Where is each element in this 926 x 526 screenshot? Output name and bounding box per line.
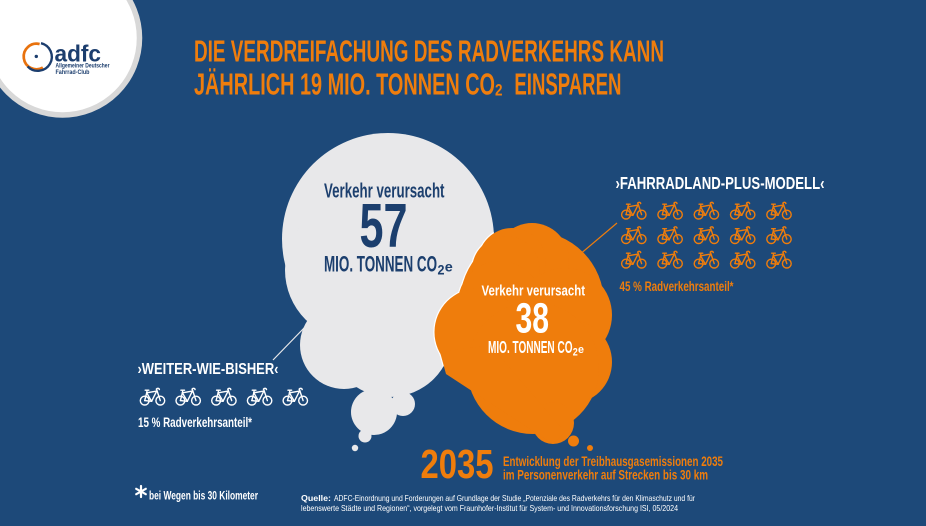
svg-text:2: 2 xyxy=(438,262,445,278)
svg-text:38: 38 xyxy=(516,295,550,343)
svg-text:ADFC-Einordnung und Forderunge: ADFC-Einordnung und Forderungen auf Grun… xyxy=(334,493,695,503)
svg-text:Quelle:: Quelle: xyxy=(301,493,331,503)
svg-text:MIO. TONNEN CO: MIO. TONNEN CO xyxy=(488,337,573,357)
svg-text:bei Wegen bis 30 Kilometer: bei Wegen bis 30 Kilometer xyxy=(149,491,258,503)
svg-text:15 % Radverkehrsanteil*: 15 % Radverkehrsanteil* xyxy=(138,415,253,430)
svg-text:2: 2 xyxy=(573,347,578,359)
svg-text:adfc: adfc xyxy=(55,41,102,67)
svg-text:EINSPAREN: EINSPAREN xyxy=(514,67,621,102)
svg-text:2: 2 xyxy=(495,81,503,100)
svg-text:›FAHRRADLAND-PLUS-MODELL‹: ›FAHRRADLAND-PLUS-MODELL‹ xyxy=(616,173,825,193)
svg-text:Allgemeiner Deutscher: Allgemeiner Deutscher xyxy=(56,63,110,70)
svg-text:2035: 2035 xyxy=(421,441,494,487)
svg-text:57: 57 xyxy=(360,192,408,261)
svg-text:lebenswerte Städte und Regione: lebenswerte Städte und Regionen“, vorgel… xyxy=(301,503,678,513)
svg-text:›WEITER-WIE-BISHER‹: ›WEITER-WIE-BISHER‹ xyxy=(138,361,279,378)
svg-text:Fahrrad-Club: Fahrrad-Club xyxy=(56,69,90,76)
svg-text:45 % Radverkehrsanteil*: 45 % Radverkehrsanteil* xyxy=(620,279,735,294)
svg-text:e: e xyxy=(445,259,453,275)
svg-text:Entwicklung der Treibhausgasem: Entwicklung der Treibhausgasemissionen 2… xyxy=(503,454,723,469)
svg-text:MIO. TONNEN CO: MIO. TONNEN CO xyxy=(324,252,437,277)
svg-text:im Personenverkehr auf Strecke: im Personenverkehr auf Strecken bis 30 k… xyxy=(503,468,708,483)
svg-text:e: e xyxy=(578,344,584,356)
svg-text:Verkehr verursacht: Verkehr verursacht xyxy=(482,283,586,300)
svg-text:JÄHRLICH 19 MIO. TONNEN CO: JÄHRLICH 19 MIO. TONNEN CO xyxy=(194,67,495,102)
svg-text:DIE VERDREIFACHUNG DES RADVERK: DIE VERDREIFACHUNG DES RADVERKEHRS KANN xyxy=(194,34,664,69)
svg-text:Verkehr verursacht: Verkehr verursacht xyxy=(324,180,445,203)
